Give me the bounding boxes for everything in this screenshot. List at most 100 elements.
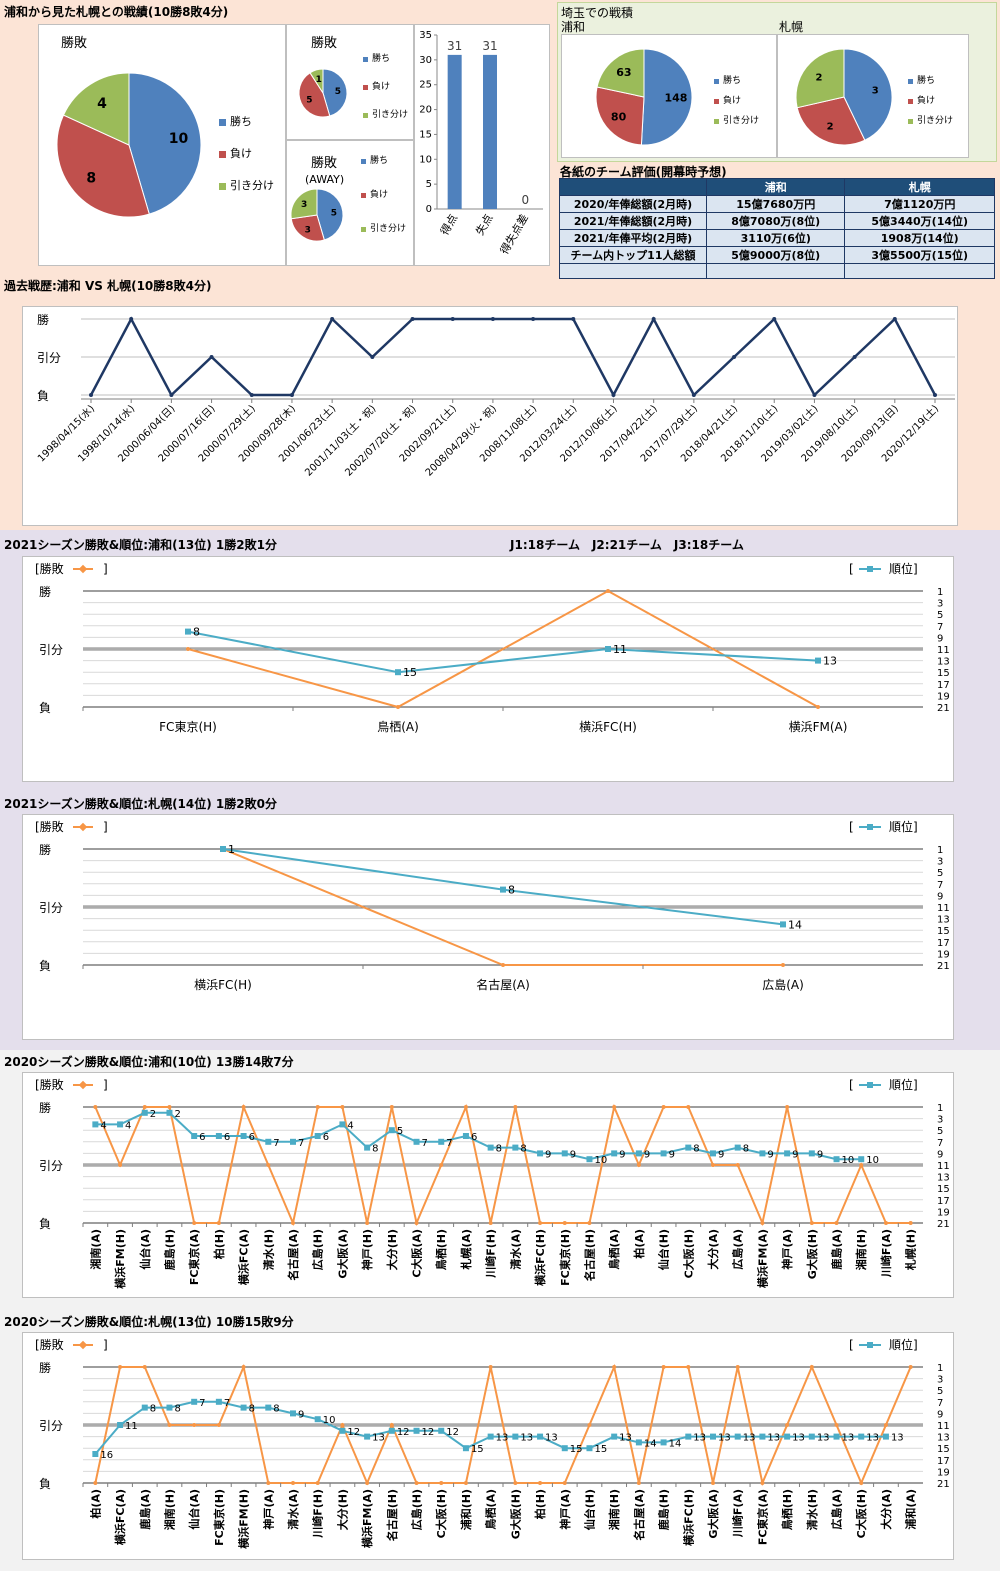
legend-label-results: [勝敗 bbox=[35, 561, 64, 576]
evaluation-row: チーム内トップ11人総額 5億9000万(8位) 3億5500万(15位) bbox=[559, 246, 995, 264]
rank-data-label: 10 bbox=[842, 1155, 855, 1166]
rank-point bbox=[685, 1144, 692, 1151]
x-tick-label: 鹿島(A) bbox=[138, 1489, 152, 1530]
rank-tick-label: 15 bbox=[937, 1184, 950, 1195]
rank-point bbox=[395, 669, 401, 676]
pie-slice bbox=[795, 48, 845, 109]
rank-data-label: 6 bbox=[323, 1132, 329, 1143]
pie-slice bbox=[796, 96, 866, 146]
pie-slice bbox=[298, 72, 331, 118]
x-tick-label: 柏(A) bbox=[88, 1489, 102, 1519]
history-line bbox=[89, 316, 937, 398]
evaluation-cell bbox=[559, 263, 707, 279]
x-tick-label: 仙台(H) bbox=[582, 1489, 596, 1530]
rank-data-label: 6 bbox=[224, 1132, 230, 1143]
rank-data-label: 14 bbox=[788, 918, 802, 931]
rank-tick-label: 5 bbox=[937, 610, 943, 621]
x-tick-label: 神戸(A) bbox=[780, 1229, 794, 1270]
rank-point bbox=[710, 1150, 716, 1157]
legend-bracket-open: [ bbox=[849, 1338, 854, 1352]
results-point bbox=[315, 1481, 320, 1485]
results-point bbox=[661, 1105, 666, 1109]
rank-data-label: 7 bbox=[273, 1138, 279, 1149]
x-tick-label: G大阪(H) bbox=[508, 1489, 522, 1539]
y-tick-label: 負 bbox=[37, 389, 49, 403]
legend-swatch bbox=[361, 159, 366, 164]
x-tick-label: 名古屋(A) bbox=[476, 977, 530, 992]
pie-data-label: 4 bbox=[97, 96, 107, 112]
x-tick-label: 2001/11/03(土・祝) bbox=[302, 402, 379, 479]
x-tick-label: 川崎F(A) bbox=[879, 1229, 893, 1278]
x-tick-label: 横浜FC(H) bbox=[579, 720, 637, 734]
pie-data-label: 2 bbox=[827, 121, 834, 132]
rank-data-label: 9 bbox=[767, 1149, 773, 1160]
rank-data-label: 11 bbox=[613, 643, 627, 656]
x-tick-label: 広島(H) bbox=[311, 1229, 325, 1270]
goals-bar-chart: 0 5 10 15 20 25 30 35 31 得点 31 失点 0 得失点差 bbox=[419, 30, 543, 257]
pie-slice bbox=[596, 48, 645, 98]
results-point bbox=[834, 1221, 839, 1225]
legend-label: 引き分け bbox=[917, 115, 953, 126]
x-tick-label: 清水(H) bbox=[261, 1229, 275, 1270]
results-point bbox=[606, 589, 610, 593]
x-tick-label: 横浜FM(A) bbox=[789, 720, 848, 734]
results-point bbox=[118, 1163, 123, 1167]
x-tick-label: 湘南(A) bbox=[88, 1229, 102, 1270]
results-point bbox=[266, 1163, 271, 1167]
legend-label-results: [勝敗 bbox=[35, 1077, 64, 1092]
rank-point bbox=[290, 1138, 296, 1145]
rank-point bbox=[512, 1433, 519, 1440]
rank-chart-title: 2020シーズン勝敗&順位:浦和(10位) 13勝14敗7分 bbox=[4, 1055, 294, 1069]
rank-line bbox=[95, 1111, 862, 1161]
rank-chart-panel-urawa-2020: [勝敗][順位] 1 3 5 7 9 11 13 15 17 19 21 勝引分負 4 4 2 2 6 6 6 7 7 6 4… bbox=[22, 1072, 954, 1298]
home-pie-panel: 勝敗 5 5 1 勝ち 負け 引き分け bbox=[286, 24, 414, 140]
rank-data-label: 13 bbox=[866, 1433, 879, 1444]
history-title: 過去戦歴:浦和 VS 札幌(10勝8敗4分) bbox=[4, 279, 212, 293]
x-tick-label: 清水(A) bbox=[508, 1229, 522, 1270]
rank-tick-label: 21 bbox=[937, 1219, 950, 1230]
rank-data-label: 13 bbox=[743, 1433, 756, 1444]
rank-data-label: 9 bbox=[669, 1149, 675, 1160]
history-point bbox=[249, 393, 254, 397]
pie-slice bbox=[640, 48, 693, 146]
legend-swatch bbox=[363, 85, 368, 90]
legend-label: 勝ち bbox=[230, 114, 252, 128]
y-tick-label: 負 bbox=[39, 1477, 51, 1491]
legend-bracket-close: ] bbox=[103, 1338, 108, 1352]
x-tick-label: 清水(A) bbox=[286, 1489, 300, 1530]
history-point bbox=[410, 317, 415, 321]
results-point bbox=[587, 1423, 592, 1427]
results-point bbox=[93, 1105, 98, 1109]
results-point bbox=[781, 963, 785, 967]
rank-data-label: 15 bbox=[570, 1444, 583, 1455]
rank-data-label: 5 bbox=[397, 1126, 403, 1137]
evaluation-title: 各紙のチーム評価(開幕時予想) bbox=[560, 165, 727, 179]
x-tick-label: 柏(A) bbox=[632, 1229, 646, 1259]
rank-chart-urawa-2021: [勝敗][順位]13579111315171921勝引分負8151113FC東京… bbox=[35, 561, 950, 734]
rank-tick-label: 1 bbox=[937, 1103, 943, 1114]
rank-tick-label: 5 bbox=[937, 868, 943, 879]
x-tick-label: 柏(H) bbox=[533, 1489, 547, 1519]
legend-marker-results bbox=[78, 1340, 88, 1350]
history-line-chart: 勝引分負1998/04/15(水)1998/10/14(水)2000/06/04… bbox=[35, 312, 955, 479]
rank-tick-label: 9 bbox=[937, 1409, 943, 1420]
rank-point bbox=[166, 1404, 173, 1411]
rank-point bbox=[561, 1150, 568, 1157]
results-point bbox=[760, 1481, 765, 1485]
results-point bbox=[142, 1365, 147, 1369]
evaluation-cell: 1908万(14位) bbox=[844, 229, 995, 247]
y-tick-label: 0 bbox=[426, 204, 432, 215]
x-tick-label: 2002/07/20(土・祝) bbox=[342, 402, 419, 479]
rank-point bbox=[858, 1156, 865, 1163]
rank-point bbox=[635, 1150, 642, 1157]
rank-line bbox=[94, 1400, 886, 1455]
results-point bbox=[538, 1221, 543, 1225]
rank-point bbox=[487, 1144, 494, 1151]
rank-point bbox=[141, 1404, 148, 1411]
rank-tick-label: 3 bbox=[937, 1375, 943, 1386]
legend-swatch bbox=[908, 79, 913, 84]
pie-data-label: 63 bbox=[616, 66, 631, 79]
rank-point bbox=[240, 1404, 247, 1411]
rank-tick-label: 5 bbox=[937, 1126, 943, 1137]
x-tick-label: 鳥栖(A) bbox=[607, 1229, 621, 1270]
